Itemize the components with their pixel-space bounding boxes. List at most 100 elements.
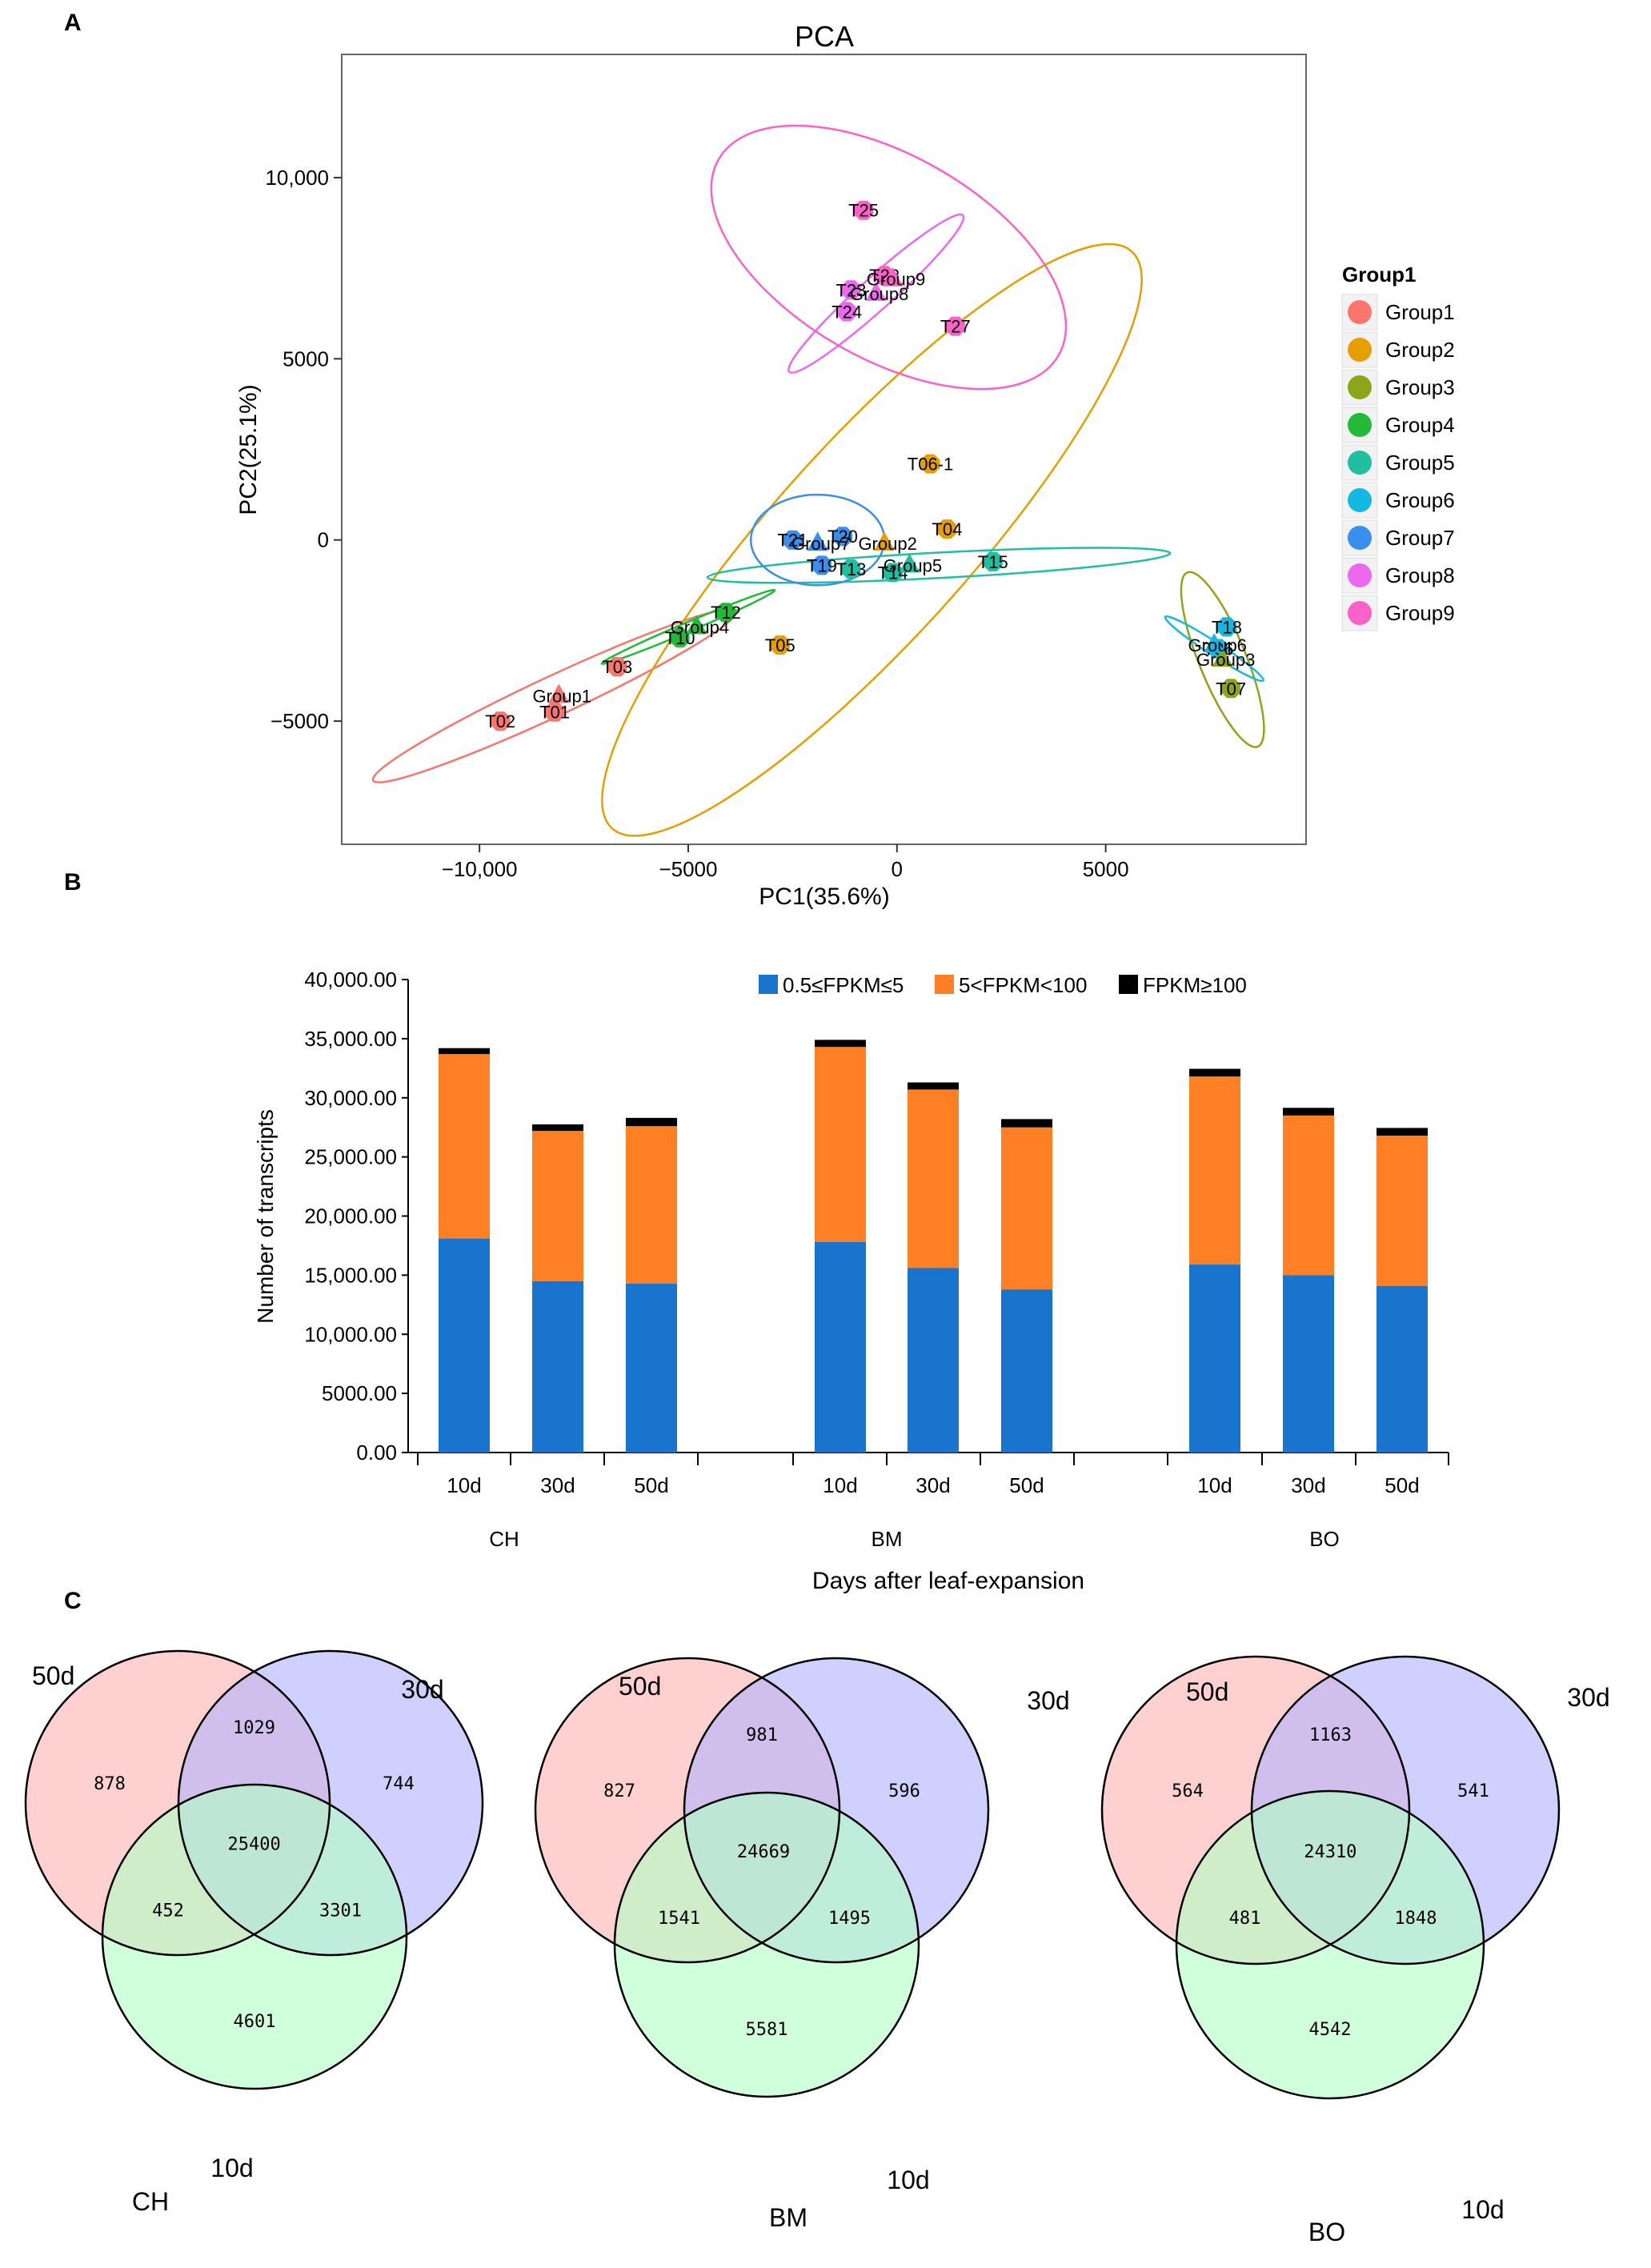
bar-segment xyxy=(1001,1119,1052,1128)
bar-segment xyxy=(1189,1068,1240,1077)
legend-label: Group3 xyxy=(1385,375,1455,399)
venn-circle-outline xyxy=(1100,1655,1411,1965)
pca-point-label: T25 xyxy=(848,201,879,221)
venn-set-label-50d: 50d xyxy=(1186,1677,1228,1706)
bar-y-tick-label: 30,000.00 xyxy=(304,1086,397,1110)
pca-centroid xyxy=(548,683,570,703)
bar-segment xyxy=(1377,1285,1428,1453)
pca-legend-title: Group1 xyxy=(1342,262,1416,287)
bar-segment xyxy=(908,1089,959,1268)
venn-ch: 878 744 4601 1029 452 3301 25400 50d 30d 10d CH xyxy=(24,1649,484,2216)
pca-centroid xyxy=(686,615,707,635)
venn-count-d30_10: 1848 xyxy=(1395,1909,1437,1929)
bar-segment xyxy=(439,1054,490,1239)
bar-segment xyxy=(815,1242,866,1453)
pca-point-label: T05 xyxy=(765,635,795,655)
venn-count-only30: 596 xyxy=(888,1781,920,1801)
pca-point-label: T02 xyxy=(485,711,515,731)
bar-segment xyxy=(815,1040,866,1048)
legend-label: Group1 xyxy=(1385,300,1455,324)
legend-label: Group6 xyxy=(1385,488,1455,512)
bar-y-tick-label: 25,000.00 xyxy=(304,1145,397,1169)
legend-swatch xyxy=(1348,488,1372,512)
pca-point xyxy=(983,551,1003,571)
venn-count-d50_30: 981 xyxy=(746,1725,778,1745)
ellipse-group3 xyxy=(1180,571,1265,748)
bar-legend-label: 0.5≤FPKM≤5 xyxy=(783,973,904,997)
venn-circle-outline xyxy=(613,1791,920,2098)
pca-centroid xyxy=(874,531,896,551)
pca-point xyxy=(607,657,627,677)
bar-x-tick-label: 30d xyxy=(916,1473,950,1497)
venn-count-d50_10: 1541 xyxy=(658,1909,700,1929)
pca-point-label: T03 xyxy=(602,657,632,677)
bar-x-tick-label: 10d xyxy=(823,1473,857,1497)
pca-centroid-label: Group3 xyxy=(1196,650,1255,670)
pca-y-label: PC2(25.1%) xyxy=(235,384,262,515)
pca-point xyxy=(883,563,903,583)
bar-segment xyxy=(1189,1264,1240,1453)
pca-x-tick-label: 5000 xyxy=(1083,857,1129,881)
bar-segment xyxy=(1283,1115,1334,1276)
bar-segment xyxy=(626,1283,677,1453)
pca-point-label: T21 xyxy=(777,531,807,551)
pca-point-label: T27 xyxy=(940,317,971,337)
pca-point xyxy=(1216,617,1236,637)
venn-name: CH xyxy=(132,2187,169,2216)
pca-centroid-label: Group1 xyxy=(533,686,591,706)
bar-y-tick-label: 15,000.00 xyxy=(304,1263,397,1287)
bar-legend-swatch xyxy=(759,975,778,994)
pca-legend: Group1 Group1 Group2 Group3 Group4 Group5 Gro… xyxy=(1341,262,1455,631)
legend-label: Group8 xyxy=(1385,563,1455,587)
bar-segment xyxy=(439,1048,490,1055)
pca-centroid xyxy=(807,531,828,551)
pca-point-label: T01 xyxy=(539,703,570,723)
venn-count-only10: 5581 xyxy=(746,2020,788,2040)
pca-point-label: T13 xyxy=(836,559,866,579)
venn-circle-outline xyxy=(24,1649,331,1957)
ellipse-group5 xyxy=(706,547,1172,584)
legend-swatch xyxy=(1348,563,1372,587)
venn-circle-outline xyxy=(177,1649,484,1957)
bar-y-tick-label: 10,000.00 xyxy=(304,1322,397,1346)
venn-name: BM xyxy=(769,2203,807,2232)
legend-swatch xyxy=(1348,413,1372,437)
venn-circle-outline xyxy=(683,1657,990,1964)
pca-centroid-label: Group7 xyxy=(791,534,850,554)
venn-count-d30_10: 3301 xyxy=(319,1901,362,1921)
pca-centroid-label: Group6 xyxy=(1188,635,1247,655)
pca-point-label: T07 xyxy=(1216,679,1246,699)
pca-point xyxy=(770,635,790,655)
pca-point xyxy=(1221,679,1241,699)
bar-legend-swatch xyxy=(1119,975,1138,994)
bar-chart: 0.00 5000.00 10,000.00 15,000.00 20,000.00 25… xyxy=(253,968,1449,1594)
pca-y-tick-label: −5000 xyxy=(270,709,329,733)
bar-legend-label: FPKM≥100 xyxy=(1143,973,1247,997)
bar-y-tick-label: 35,000.00 xyxy=(304,1027,397,1051)
bar-segment xyxy=(1283,1108,1334,1116)
legend-label: Group2 xyxy=(1385,338,1455,362)
pca-centroid-label: Group9 xyxy=(867,270,925,290)
venn-count-d50_10: 481 xyxy=(1229,1909,1261,1929)
venn-count-only50: 564 xyxy=(1172,1781,1204,1801)
legend-swatch xyxy=(1348,338,1372,362)
bar-legend-label: 5<FPKM<100 xyxy=(959,973,1087,997)
pca-point xyxy=(491,711,511,731)
venn-count-only10: 4542 xyxy=(1309,2020,1352,2040)
pca-x-tick-label: 0 xyxy=(892,857,903,881)
legend-swatch xyxy=(1348,300,1372,324)
pca-y-tick-label: 10,000 xyxy=(265,166,329,190)
bar-segment xyxy=(908,1268,959,1453)
bar-y-tick-label: 5000.00 xyxy=(322,1381,397,1405)
bar-group-label: CH xyxy=(489,1527,519,1551)
pca-point-label: T19 xyxy=(807,555,837,575)
venn-bo: 564 541 4542 1163 481 1848 24310 50d 30d 10d BO xyxy=(1100,1655,1610,2246)
pca-point-label: T20 xyxy=(828,527,858,547)
pca-x-label: PC1(35.6%) xyxy=(759,884,889,910)
legend-swatch xyxy=(1348,451,1372,475)
bar-segment xyxy=(815,1047,866,1243)
venn-circle-outline xyxy=(1250,1655,1561,1965)
pca-point xyxy=(670,627,690,647)
